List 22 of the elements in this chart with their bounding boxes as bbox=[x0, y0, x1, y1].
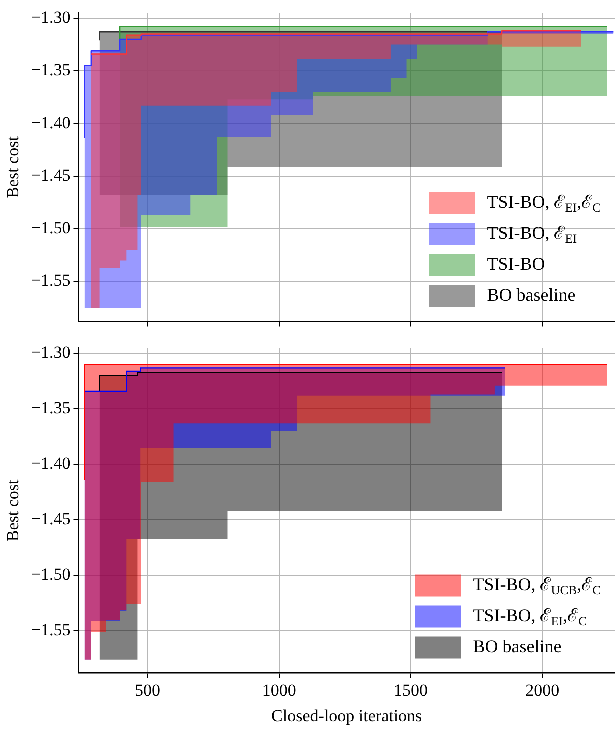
y-tick-label: −1.45 bbox=[31, 510, 71, 529]
legend-label: BO baseline bbox=[473, 636, 562, 656]
y-tick-label: −1.35 bbox=[31, 398, 71, 418]
y-tick-label: −1.50 bbox=[31, 565, 71, 584]
x-tick-label: 1500 bbox=[394, 680, 428, 700]
x-tick-label: 1000 bbox=[262, 680, 296, 700]
y-axis-title: Best cost bbox=[4, 136, 23, 198]
y-axis-title: Best cost bbox=[4, 479, 23, 542]
y-tick-label: −1.30 bbox=[31, 343, 71, 362]
y-tick-label: −1.45 bbox=[31, 166, 71, 185]
y-tick-label: −1.35 bbox=[31, 60, 71, 80]
x-axis-title: Closed-loop iterations bbox=[272, 706, 422, 726]
y-tick-label: −1.50 bbox=[31, 218, 71, 238]
legend-label: BO baseline bbox=[487, 285, 576, 306]
y-tick-label: −1.55 bbox=[31, 271, 71, 290]
y-tick-label: −1.55 bbox=[31, 620, 71, 640]
y-tick-label: −1.40 bbox=[31, 454, 71, 474]
x-tick-label: 2000 bbox=[526, 680, 560, 700]
legend-label: TSI-BO bbox=[487, 254, 546, 274]
y-tick-label: −1.40 bbox=[31, 113, 71, 132]
x-tick-label: 500 bbox=[134, 680, 160, 700]
y-tick-label: −1.30 bbox=[31, 8, 71, 27]
